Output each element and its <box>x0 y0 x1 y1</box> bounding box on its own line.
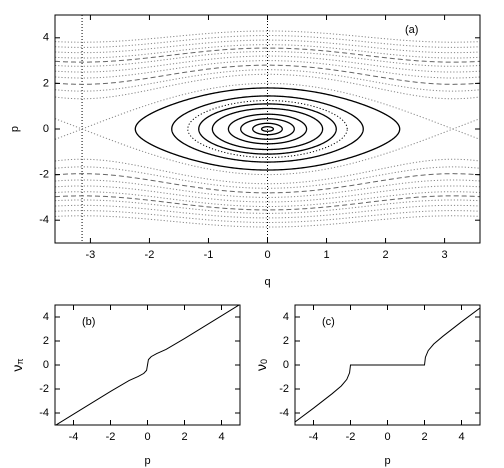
orbit <box>55 50 480 67</box>
data-line <box>295 307 480 423</box>
y-axis-symbol: ν <box>253 364 269 371</box>
y-tick-label: 0 <box>43 123 49 135</box>
x-tick-label: 4 <box>218 431 224 443</box>
orbit <box>55 195 480 211</box>
orbit <box>55 173 480 194</box>
x-tick-label: 2 <box>382 249 388 261</box>
y-tick-label: -4 <box>39 407 49 419</box>
panel-annotation: (c) <box>322 316 335 328</box>
orbit <box>55 158 480 185</box>
orbit <box>227 113 308 145</box>
y-tick-label: 4 <box>43 311 49 323</box>
y-tick-label: 4 <box>283 311 289 323</box>
x-tick-label: 1 <box>323 249 329 261</box>
orbit <box>55 204 480 219</box>
y-tick-label: -4 <box>39 214 49 226</box>
orbit <box>198 103 337 155</box>
x-axis-label: p <box>384 455 390 467</box>
y-axis-label: νπ <box>9 358 26 371</box>
plot-area <box>55 15 480 243</box>
x-tick-label: -4 <box>69 431 79 443</box>
data-line <box>55 305 240 425</box>
x-axis-label: q <box>264 276 270 288</box>
orbit <box>55 69 480 92</box>
x-tick-label: 0 <box>144 431 150 443</box>
x-tick-label: -4 <box>309 431 319 443</box>
y-axis-label: ν0 <box>253 359 270 371</box>
orbit <box>187 100 348 158</box>
y-tick-label: 2 <box>43 335 49 347</box>
orbit <box>211 107 324 151</box>
y-tick-label: 4 <box>43 32 49 44</box>
y-axis-subscript: 0 <box>259 359 269 364</box>
y-tick-label: 0 <box>283 359 289 371</box>
x-tick-label: 2 <box>181 431 187 443</box>
y-tick-label: -2 <box>39 169 49 181</box>
x-tick-label: 3 <box>442 249 448 261</box>
orbit <box>55 39 480 54</box>
orbit <box>171 95 364 163</box>
x-tick-label: 2 <box>421 431 427 443</box>
orbit <box>55 179 480 198</box>
plot-area <box>295 307 480 423</box>
x-tick-label: -2 <box>346 431 356 443</box>
orbit <box>55 60 480 79</box>
orbit <box>55 35 480 48</box>
orbit <box>55 191 480 208</box>
y-tick-label: 2 <box>283 335 289 347</box>
panel-annotation: (a) <box>405 24 418 36</box>
orbit <box>55 210 480 223</box>
orbit <box>55 166 480 189</box>
orbit <box>55 30 480 43</box>
orbit <box>260 126 275 132</box>
x-tick-label: -1 <box>204 249 214 261</box>
y-tick-label: -4 <box>279 407 289 419</box>
orbit <box>55 55 480 73</box>
y-axis-subscript: π <box>15 358 25 364</box>
orbit <box>55 73 480 100</box>
orbit <box>55 47 480 63</box>
orbit <box>55 44 480 59</box>
orbit <box>55 82 480 130</box>
orbit <box>134 87 401 171</box>
x-axis-label: p <box>144 455 150 467</box>
x-tick-label: -3 <box>86 249 96 261</box>
orbit <box>55 199 480 214</box>
y-tick-label: -2 <box>279 383 289 395</box>
orbit <box>240 118 295 140</box>
x-tick-label: 4 <box>458 431 464 443</box>
y-tick-label: -2 <box>39 383 49 395</box>
orbit <box>55 215 480 228</box>
x-tick-label: -2 <box>106 431 116 443</box>
orbit <box>55 128 480 176</box>
y-axis-label: p <box>9 126 21 132</box>
x-tick-label: 0 <box>264 249 270 261</box>
plot-area <box>55 305 240 425</box>
orbit <box>252 122 283 136</box>
y-axis-symbol: ν <box>9 365 25 372</box>
orbit <box>55 64 480 85</box>
y-tick-label: 2 <box>43 77 49 89</box>
y-tick-label: 0 <box>43 359 49 371</box>
x-tick-label: -2 <box>145 249 155 261</box>
x-tick-label: 0 <box>384 431 390 443</box>
orbit <box>55 185 480 203</box>
panel-annotation: (b) <box>82 316 95 328</box>
